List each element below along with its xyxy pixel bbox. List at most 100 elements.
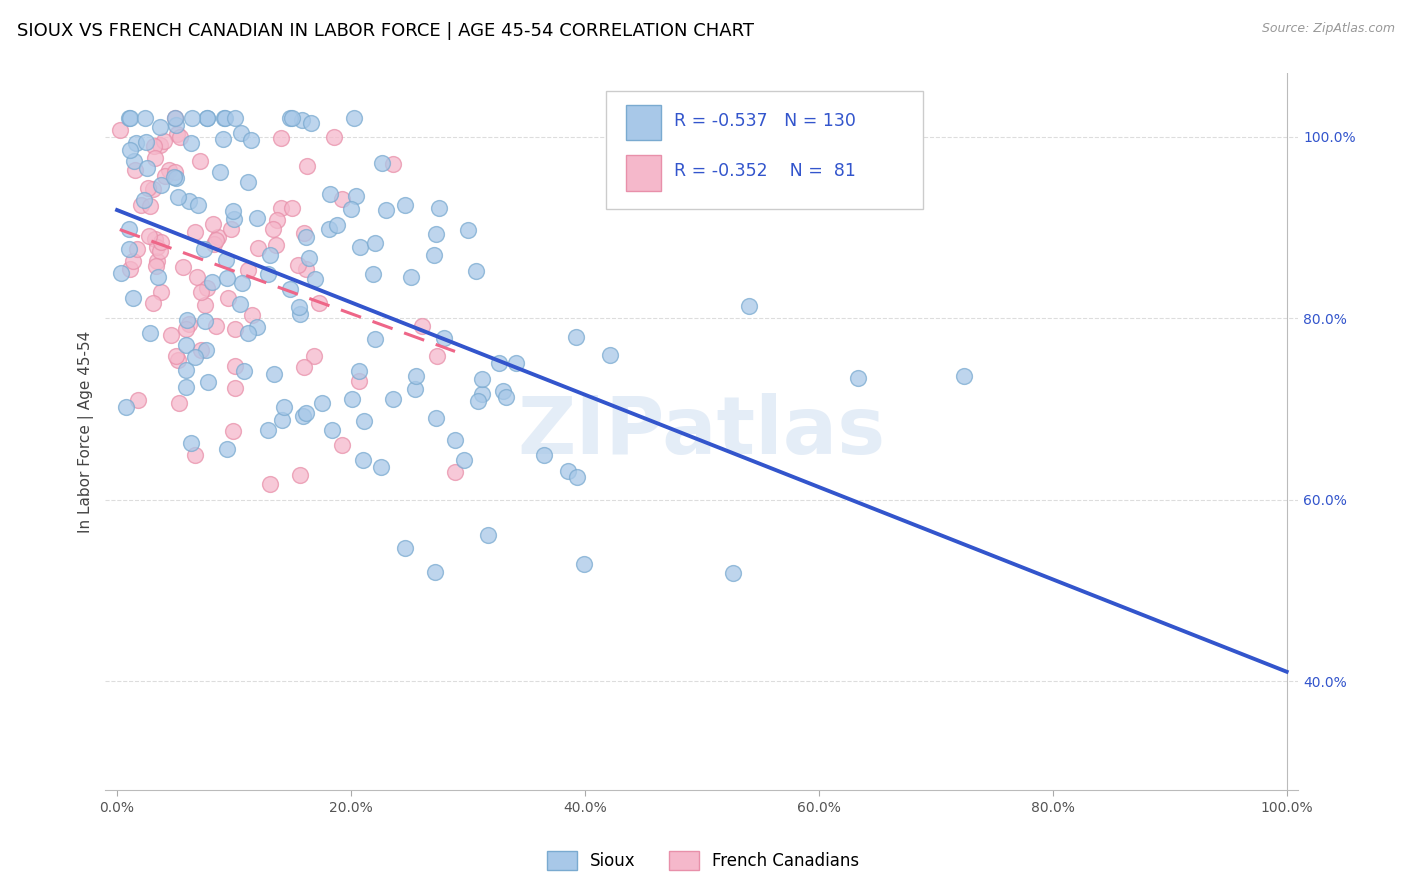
Point (278, 112, 301, 126)
Point (330, 192, 353, 206)
Point (186, 270, 208, 285)
Point (259, 248, 281, 262)
Point (246, 211, 269, 225)
Point (184, 449, 207, 463)
Point (287, 258, 309, 272)
Point (118, 242, 141, 256)
Point (118, 112, 141, 126)
Point (209, 165, 232, 179)
Point (150, 178, 173, 192)
Point (295, 159, 318, 173)
Point (467, 393, 489, 408)
Point (224, 322, 246, 336)
Point (323, 129, 346, 144)
Point (471, 386, 494, 401)
Point (215, 271, 238, 285)
Point (304, 272, 326, 286)
Point (197, 375, 219, 389)
Point (118, 262, 141, 277)
Text: Source: ZipAtlas.com: Source: ZipAtlas.com (1261, 22, 1395, 36)
Point (326, 219, 349, 233)
Point (124, 163, 146, 178)
Point (127, 393, 149, 408)
Point (115, 401, 138, 415)
Point (222, 212, 245, 227)
Point (143, 152, 166, 166)
Point (488, 356, 510, 370)
Point (375, 203, 398, 218)
Point (110, 267, 132, 281)
Point (224, 112, 246, 126)
Point (145, 240, 167, 254)
Point (118, 221, 141, 235)
Point (236, 263, 259, 277)
Point (138, 181, 160, 195)
Point (152, 134, 174, 148)
Point (165, 112, 187, 126)
Point (174, 338, 197, 352)
Point (281, 112, 304, 126)
Point (224, 359, 246, 373)
Point (205, 318, 228, 333)
Point (263, 367, 285, 381)
Point (240, 132, 263, 146)
Point (159, 328, 181, 343)
Point (190, 343, 212, 357)
Point (245, 319, 267, 334)
Point (299, 116, 322, 130)
Point (236, 175, 259, 189)
Point (405, 368, 427, 383)
Point (231, 276, 253, 290)
Point (127, 242, 149, 256)
Point (256, 423, 278, 437)
Point (423, 248, 446, 262)
Point (149, 244, 172, 258)
Point (215, 252, 238, 267)
Point (347, 364, 370, 378)
FancyBboxPatch shape (626, 104, 661, 140)
Point (122, 291, 145, 305)
Point (270, 202, 292, 216)
Point (295, 230, 318, 244)
Point (195, 112, 218, 126)
Point (194, 298, 217, 312)
Point (292, 226, 315, 240)
Point (176, 313, 198, 327)
Point (492, 384, 515, 399)
Point (340, 202, 363, 216)
Point (202, 236, 225, 251)
Point (163, 112, 186, 126)
Point (217, 291, 239, 305)
Point (165, 349, 187, 363)
Point (557, 464, 579, 478)
Point (118, 112, 141, 126)
Point (311, 396, 333, 410)
Point (465, 263, 488, 277)
Point (194, 343, 217, 357)
Point (394, 198, 416, 212)
FancyBboxPatch shape (606, 91, 922, 210)
Point (330, 437, 353, 451)
Point (292, 360, 315, 375)
Point (264, 238, 287, 252)
Point (304, 349, 326, 363)
Point (229, 297, 252, 311)
Point (471, 371, 494, 385)
Point (205, 233, 228, 247)
Point (194, 313, 217, 327)
Point (155, 169, 177, 183)
Point (166, 127, 188, 141)
Point (370, 459, 392, 474)
Point (394, 541, 416, 555)
Point (193, 242, 215, 256)
Point (149, 137, 172, 152)
Point (150, 285, 173, 300)
Point (288, 307, 311, 321)
Point (184, 350, 207, 364)
Point (343, 112, 366, 126)
Text: ZIPatlas: ZIPatlas (517, 392, 886, 471)
Point (721, 566, 744, 580)
Point (477, 528, 499, 542)
Point (278, 282, 301, 296)
Point (195, 281, 218, 295)
